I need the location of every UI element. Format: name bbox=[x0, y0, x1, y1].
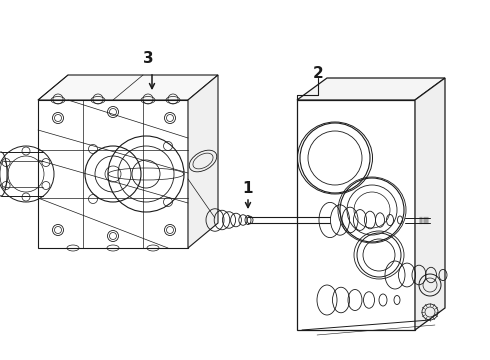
Polygon shape bbox=[188, 75, 218, 248]
Polygon shape bbox=[38, 75, 218, 100]
Polygon shape bbox=[415, 78, 445, 330]
Text: 2: 2 bbox=[313, 66, 323, 81]
Text: 1: 1 bbox=[243, 180, 253, 195]
Polygon shape bbox=[38, 100, 188, 248]
Polygon shape bbox=[297, 78, 445, 100]
Text: 3: 3 bbox=[143, 50, 153, 66]
Polygon shape bbox=[297, 100, 415, 330]
